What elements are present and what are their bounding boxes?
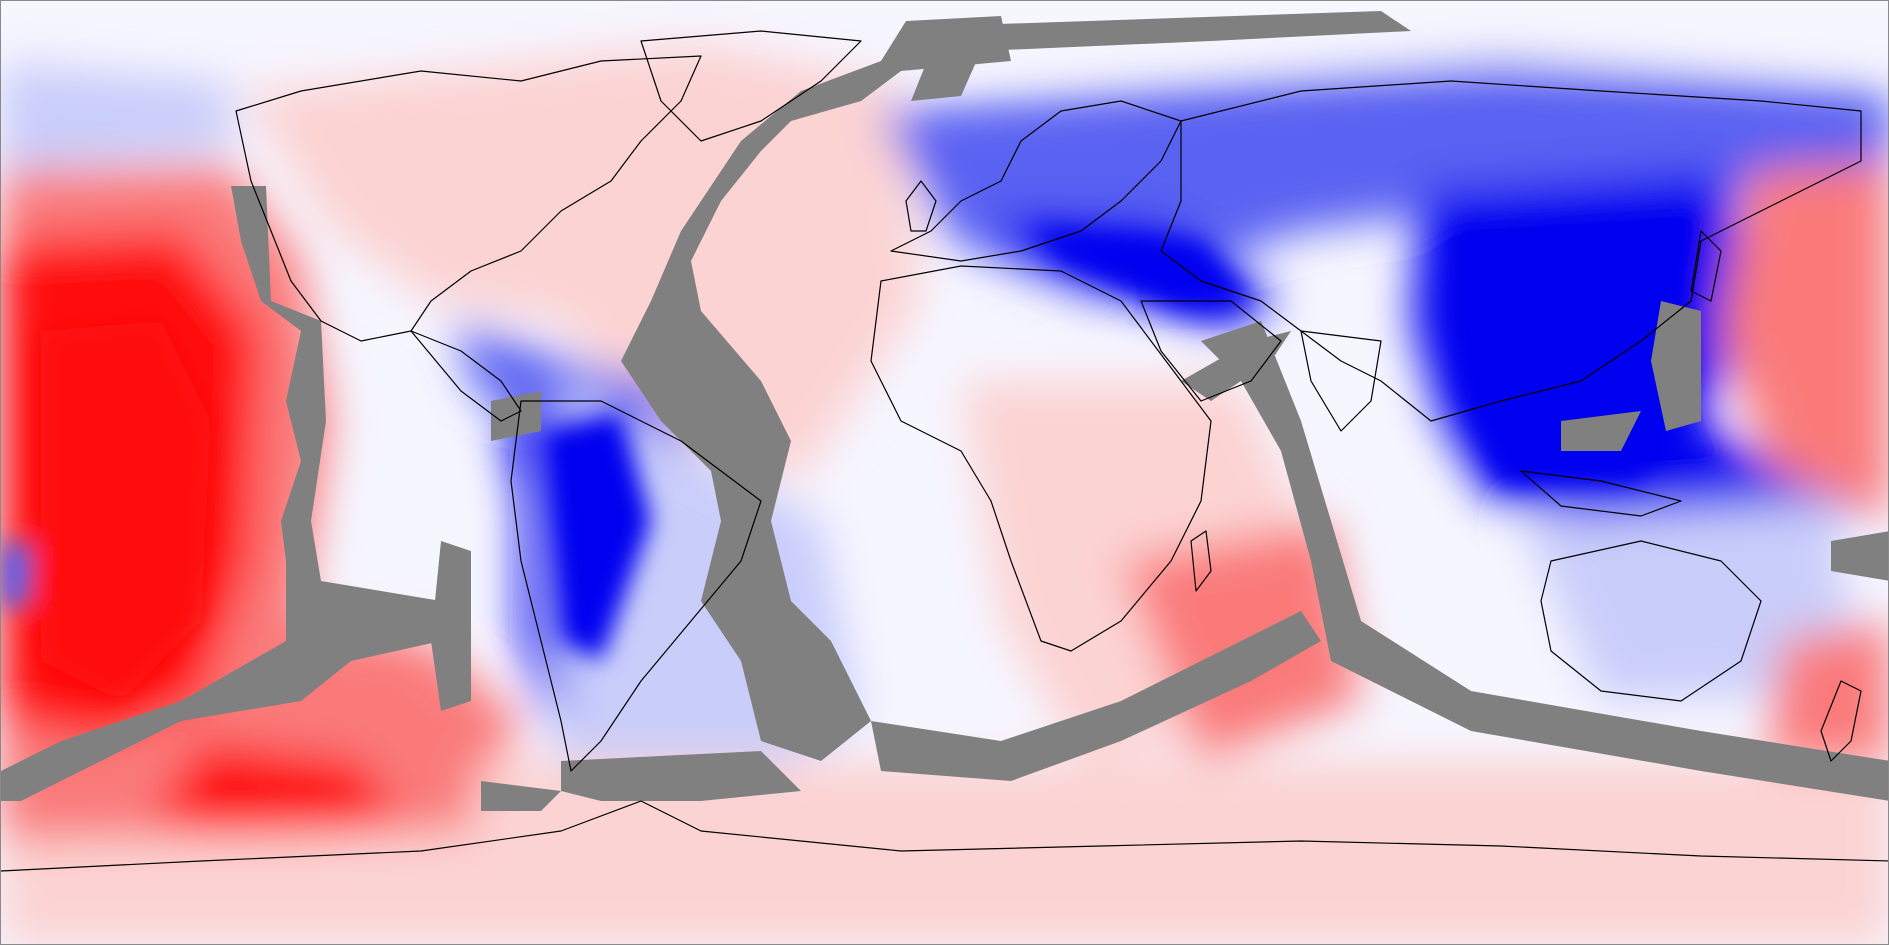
mask-band-indian-ridge — [1201, 321, 1888, 801]
field-core-pacific — [41, 321, 211, 701]
mask-band-indonesia — [1561, 411, 1641, 451]
coast-asia — [1160, 80, 1862, 422]
field-core-anatolia — [1031, 226, 1251, 306]
mask-band-east-pacific — [1, 186, 441, 801]
coast-north-america — [235, 55, 702, 342]
coast-africa — [870, 265, 1212, 652]
mask-band-caribbean — [491, 391, 541, 441]
coast-japan — [1690, 230, 1722, 302]
field-core-south-america — [541, 411, 651, 661]
coast-europe — [890, 100, 1182, 262]
mask-band-cape-horn — [481, 781, 561, 811]
coast-india — [1300, 330, 1382, 432]
coast-greenland — [640, 30, 862, 142]
coast-uk — [905, 180, 937, 232]
field-region-australia-light-blue — [1521, 501, 1861, 701]
field-region-alaska-blue — [1, 61, 231, 171]
mask-band-south-atlantic-indian — [871, 611, 1321, 781]
masked-bands — [1, 11, 1888, 811]
coast-south-america — [510, 400, 762, 772]
mask-band-red-sea — [1181, 331, 1291, 401]
coast-australia — [1540, 540, 1762, 702]
mask-band-mid-atlantic-north — [621, 16, 1011, 761]
field-region-southern-ocean-light-red — [1, 761, 1888, 944]
coast-indonesia — [1520, 470, 1682, 517]
mask-band-east-pacific-inner — [431, 541, 471, 711]
mask-band-greenland-ridge — [911, 11, 1411, 101]
coast-antarctica — [1, 800, 1888, 872]
coast-central-america — [410, 330, 522, 422]
coastlines — [1, 30, 1888, 872]
coast-arabia — [1140, 300, 1282, 402]
mask-band-drake-passage — [561, 751, 801, 801]
mask-band-east-asia-islands — [1651, 301, 1701, 431]
field-region-south-pacific-red — [151, 741, 401, 846]
mask-band-southwest-pacific — [1831, 531, 1888, 581]
field-region-west-pacific-red — [1721, 161, 1888, 521]
coast-madagascar — [1190, 530, 1212, 592]
coast-new-zealand — [1820, 680, 1862, 762]
field-core-hawaii-blue — [1, 541, 31, 611]
